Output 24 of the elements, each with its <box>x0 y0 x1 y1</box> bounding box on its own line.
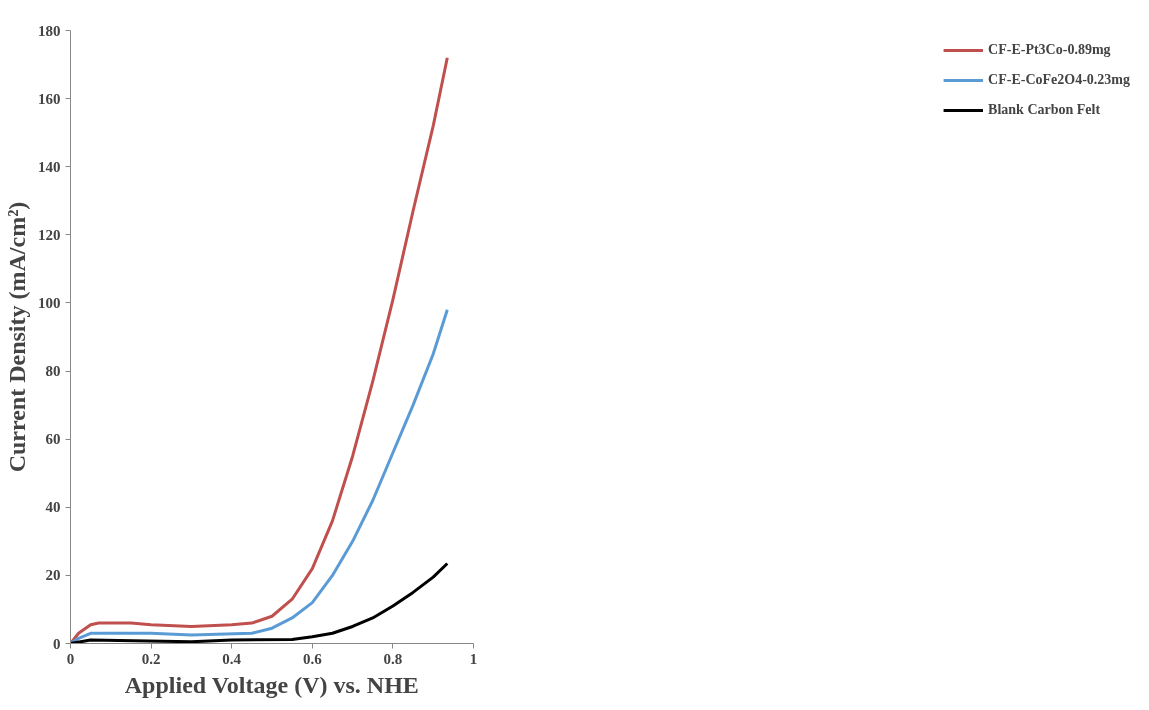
line-series <box>70 56 449 644</box>
legend-label: CF-E-Pt3Co-0.89mg <box>988 42 1111 58</box>
x-tick-label: 0.8 <box>383 650 403 667</box>
y-tick-label: 80 <box>45 363 61 380</box>
y-tick-label: 40 <box>45 499 61 516</box>
legend-label: Blank Carbon Felt <box>988 102 1101 118</box>
y-tick-label: 60 <box>45 431 61 448</box>
x-tick-label: 1 <box>469 650 478 667</box>
y-tick-label: 120 <box>38 226 61 243</box>
legend-label: CF-E-CoFe2O4-0.23mg <box>988 72 1130 88</box>
y-tick-label: 160 <box>38 90 61 107</box>
line-series <box>70 561 449 644</box>
x-tick-label: 0.2 <box>141 650 161 667</box>
line-series <box>70 308 449 644</box>
x-tick-label: 0.4 <box>222 650 242 667</box>
x-axis-title: Applied Voltage (V) vs. NHE <box>124 671 419 698</box>
y-tick-label: 20 <box>45 567 61 584</box>
y-tick-label: 180 <box>38 22 61 39</box>
y-tick-label: 100 <box>38 294 61 311</box>
x-tick-label: 0 <box>66 650 75 667</box>
y-tick-label: 0 <box>53 635 61 652</box>
y-tick-label: 140 <box>38 158 61 175</box>
x-tick-label: 0.6 <box>302 650 323 667</box>
y-axis-title: Current Density (mA/cm²) <box>4 201 30 473</box>
